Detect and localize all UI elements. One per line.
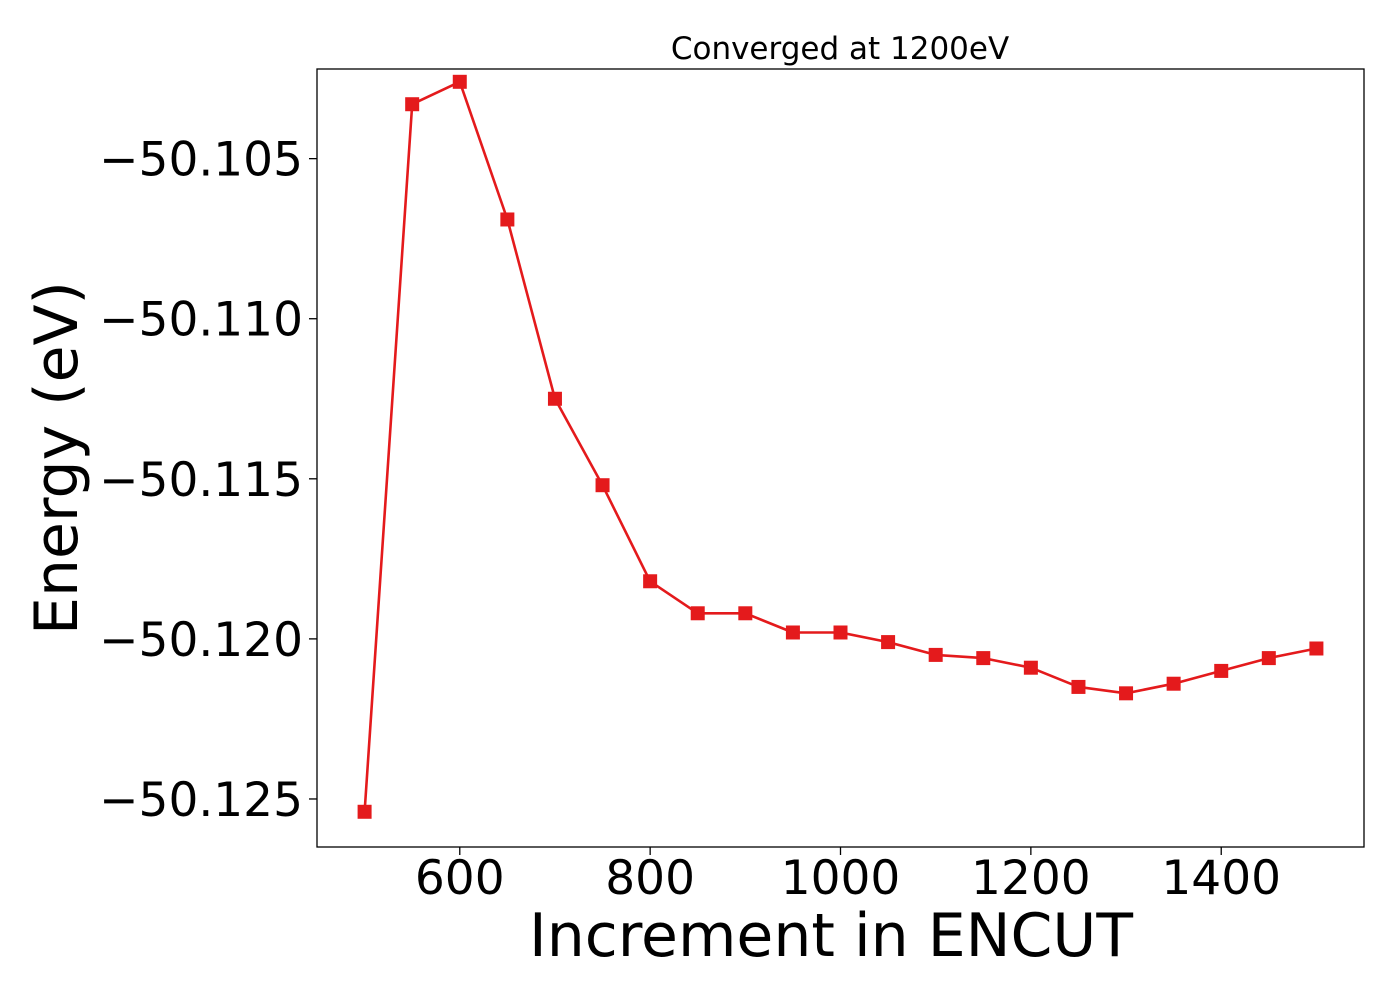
data-point [1119,686,1134,701]
data-point [547,391,562,406]
y-tick-label: −50.120 [99,613,303,668]
data-point [833,625,848,640]
y-tick-label: −50.110 [99,293,303,348]
data-point [1214,663,1229,678]
series-line [363,80,1317,812]
data-point [1023,660,1038,675]
y-tick-label: −50.125 [99,773,303,828]
x-tick-label: 800 [605,851,695,906]
data-point [500,212,515,227]
chart-title: Converged at 1200eV [671,31,1009,67]
data-point [928,647,943,662]
x-tick-label: 1200 [971,851,1091,906]
data-markers [357,74,1324,819]
data-point [976,651,991,666]
data-point [1071,679,1086,694]
x-axis: 600 800 1000 1200 1400 [415,847,1281,906]
data-point [405,97,420,112]
data-point [452,74,467,89]
x-tick-label: 1400 [1161,851,1281,906]
x-tick-label: 600 [415,851,505,906]
data-point [643,574,658,589]
data-point [1309,641,1324,656]
data-point [357,804,372,819]
data-point [738,606,753,621]
data-point [1261,651,1276,666]
data-point [785,625,800,640]
x-tick-label: 1000 [781,851,901,906]
plot-frame [316,68,1365,848]
data-point [690,606,705,621]
x-axis-label: Increment in ENCUT [529,901,1133,971]
y-axis: −50.105 −50.110 −50.115 −50.120 −50.125 [99,133,317,828]
y-tick-label: −50.105 [99,133,303,188]
y-axis-label: Energy (eV) [22,281,92,635]
y-tick-label: −50.115 [99,453,303,508]
data-point [1166,676,1181,691]
data-point [881,635,896,650]
data-point [595,478,610,493]
